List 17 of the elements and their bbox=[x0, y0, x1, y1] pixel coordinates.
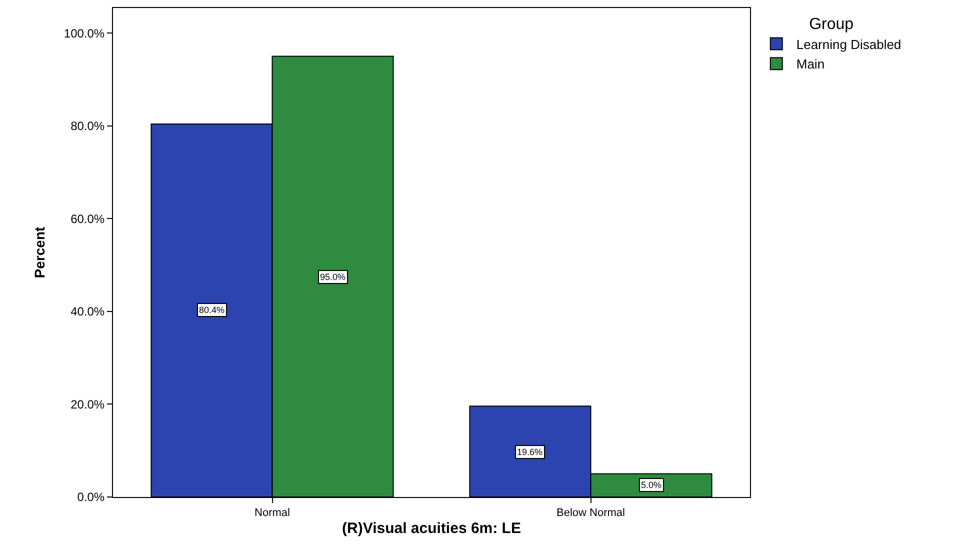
data-label: 95.0% bbox=[320, 272, 346, 282]
y-tick-label: 60.0% bbox=[70, 212, 105, 226]
data-label: 19.6% bbox=[517, 447, 543, 457]
data-label: 80.4% bbox=[199, 305, 225, 315]
y-tick-label: 100.0% bbox=[64, 26, 105, 40]
y-tick-label: 0.0% bbox=[77, 490, 105, 504]
legend-label: Learning Disabled bbox=[796, 36, 902, 52]
x-tick-label: Normal bbox=[254, 507, 290, 520]
legend-title: Group bbox=[809, 16, 854, 33]
y-axis-title: Percent bbox=[31, 226, 48, 278]
y-tick-label: 80.0% bbox=[70, 119, 105, 134]
legend-label: Main bbox=[796, 56, 825, 72]
x-tick-label: Below Normal bbox=[556, 507, 625, 520]
data-label: 5.0% bbox=[641, 480, 662, 490]
y-tick-label: 20.0% bbox=[70, 397, 105, 412]
y-tick-label: 40.0% bbox=[70, 304, 105, 319]
x-axis-title: (R)Visual acuities 6m: LE bbox=[342, 520, 521, 538]
